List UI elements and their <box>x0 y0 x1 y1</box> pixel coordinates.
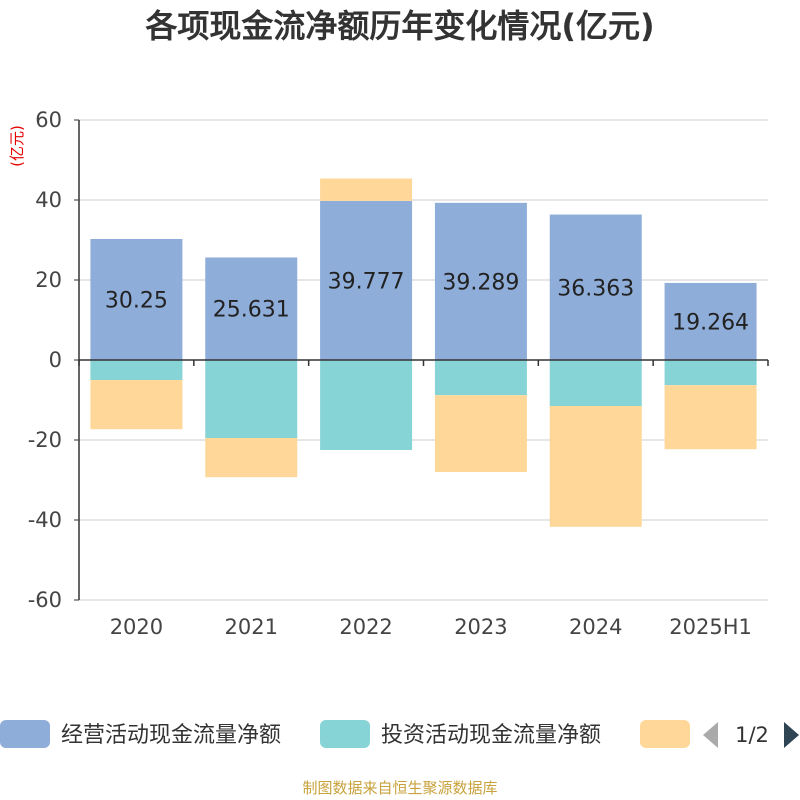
bar-series1-2021 <box>205 257 298 360</box>
y-tick-label: 60 <box>35 108 62 132</box>
x-tick-label: 2025H1 <box>669 615 752 639</box>
legend-swatch <box>320 720 370 748</box>
data-label: 19.264 <box>672 310 749 335</box>
legend: 经营活动现金流量净额 投资活动现金流量净额 1/2 <box>0 720 799 748</box>
legend-label: 经营活动现金流量净额 <box>61 723 281 748</box>
bars <box>90 178 757 527</box>
bar-series3-2022 <box>320 178 413 201</box>
bar-series2-2024 <box>549 360 642 406</box>
data-label: 39.289 <box>442 270 519 295</box>
y-tick-label: 20 <box>35 268 62 292</box>
axes: 60 40 20 0 -20 -40 -60 (亿元) 2020 2021 2022 2023 2024… <box>8 108 769 639</box>
legend-label: 投资活动现金流量净额 <box>381 723 601 748</box>
grid-lines <box>79 119 768 601</box>
x-tick-label: 2020 <box>110 615 163 639</box>
x-tick-label: 2023 <box>454 615 507 639</box>
legend-item-series2[interactable]: 投资活动现金流量净额 <box>320 720 601 748</box>
y-tick-label: -40 <box>28 508 62 532</box>
bar-series3-2020 <box>90 380 183 430</box>
y-tick-label: 40 <box>35 188 62 212</box>
bar-series2-2022 <box>320 360 413 450</box>
data-label: 36.363 <box>557 276 634 301</box>
bar-series3-2023 <box>434 395 527 472</box>
bar-series3-2024 <box>549 406 642 527</box>
data-source-note: 制图数据来自恒生聚源数据库 <box>302 779 498 797</box>
x-tick-label: 2021 <box>225 615 278 639</box>
bar-series3-2021 <box>205 438 298 478</box>
bar-series2-2020 <box>90 360 183 380</box>
y-tick-label: -60 <box>28 588 62 612</box>
legend-item-series1[interactable]: 经营活动现金流量净额 <box>0 720 281 748</box>
bar-series1-2020 <box>90 239 183 360</box>
bar-series1-2024 <box>549 214 642 360</box>
data-label: 30.25 <box>105 289 168 314</box>
y-tick-label: 0 <box>49 348 62 372</box>
legend-swatch <box>640 720 690 748</box>
x-tick-label: 2022 <box>339 615 392 639</box>
legend-next-page-icon[interactable] <box>784 722 799 748</box>
bar-series3-2025H1 <box>664 385 757 450</box>
legend-prev-page-icon[interactable] <box>703 722 718 748</box>
bar-series1-2023 <box>434 202 527 360</box>
bar-series2-2021 <box>205 360 298 438</box>
bar-series2-2023 <box>434 360 527 396</box>
legend-item-series3[interactable] <box>640 720 690 748</box>
y-axis-unit-label: (亿元) <box>8 125 26 167</box>
data-labels: 30.25 25.631 39.777 39.289 36.363 19.264 <box>105 269 749 335</box>
data-label: 39.777 <box>328 269 405 294</box>
y-tick-label: -20 <box>28 428 62 452</box>
chart-title: 各项现金流净额历年变化情况(亿元) <box>145 7 655 45</box>
legend-swatch <box>0 720 50 748</box>
bar-series2-2025H1 <box>664 360 757 386</box>
bar-series1-2022 <box>320 200 413 360</box>
legend-page-indicator: 1/2 <box>735 723 769 747</box>
bar-series1-2025H1 <box>664 282 757 360</box>
x-tick-label: 2024 <box>569 615 622 639</box>
data-label: 25.631 <box>213 298 290 323</box>
